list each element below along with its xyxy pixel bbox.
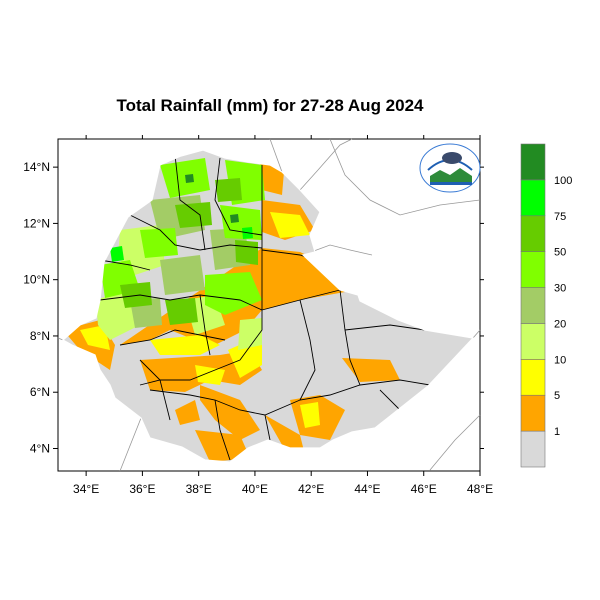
color-legend: 1 5 10 20 30 50 75 100 — [520, 143, 572, 468]
legend-swatch — [520, 323, 546, 360]
x-tick-label: 40°E — [242, 482, 268, 496]
y-tick-label: 10°N — [23, 273, 50, 287]
y-tick-label: 12°N — [23, 216, 50, 230]
meteorology-agency-logo-icon — [419, 143, 481, 193]
x-axis: 34°E 36°E 38°E 40°E 42°E 44°E 46°E 48°E — [73, 135, 493, 496]
y-tick-label: 14°N — [23, 160, 50, 174]
legend-swatch — [520, 359, 546, 396]
x-tick-label: 44°E — [354, 482, 380, 496]
x-tick-label: 36°E — [129, 482, 155, 496]
x-tick-label: 38°E — [186, 482, 212, 496]
x-tick-label: 34°E — [73, 482, 99, 496]
y-axis: 4°N 6°N 8°N 10°N 12°N 14°N — [23, 160, 484, 455]
legend-label: 75 — [554, 211, 566, 223]
y-tick-label: 4°N — [30, 441, 50, 455]
map-title: Total Rainfall (mm) for 27-28 Aug 2024 — [116, 96, 424, 115]
legend-swatch — [520, 179, 546, 217]
legend-label: 5 — [554, 390, 560, 402]
admin-boundaries — [99, 154, 431, 461]
legend-label: 20 — [554, 318, 566, 330]
neighbor-boundaries — [57, 138, 481, 472]
legend-swatch — [520, 287, 546, 324]
legend-swatch — [520, 430, 546, 468]
y-tick-label: 6°N — [30, 385, 50, 399]
legend-label: 10 — [554, 354, 566, 366]
y-tick-label: 8°N — [30, 329, 50, 343]
legend-label: 50 — [554, 247, 566, 259]
legend-swatch — [520, 251, 546, 288]
x-tick-label: 48°E — [467, 482, 493, 496]
legend-swatch — [520, 394, 546, 432]
legend-label: 1 — [554, 426, 560, 438]
x-tick-label: 46°E — [411, 482, 437, 496]
legend-swatch — [520, 143, 546, 181]
ethiopia-border — [61, 149, 475, 463]
x-tick-label: 42°E — [298, 482, 324, 496]
legend-label: 100 — [554, 175, 572, 187]
legend-label: 30 — [554, 283, 566, 295]
legend-swatch — [520, 215, 546, 252]
